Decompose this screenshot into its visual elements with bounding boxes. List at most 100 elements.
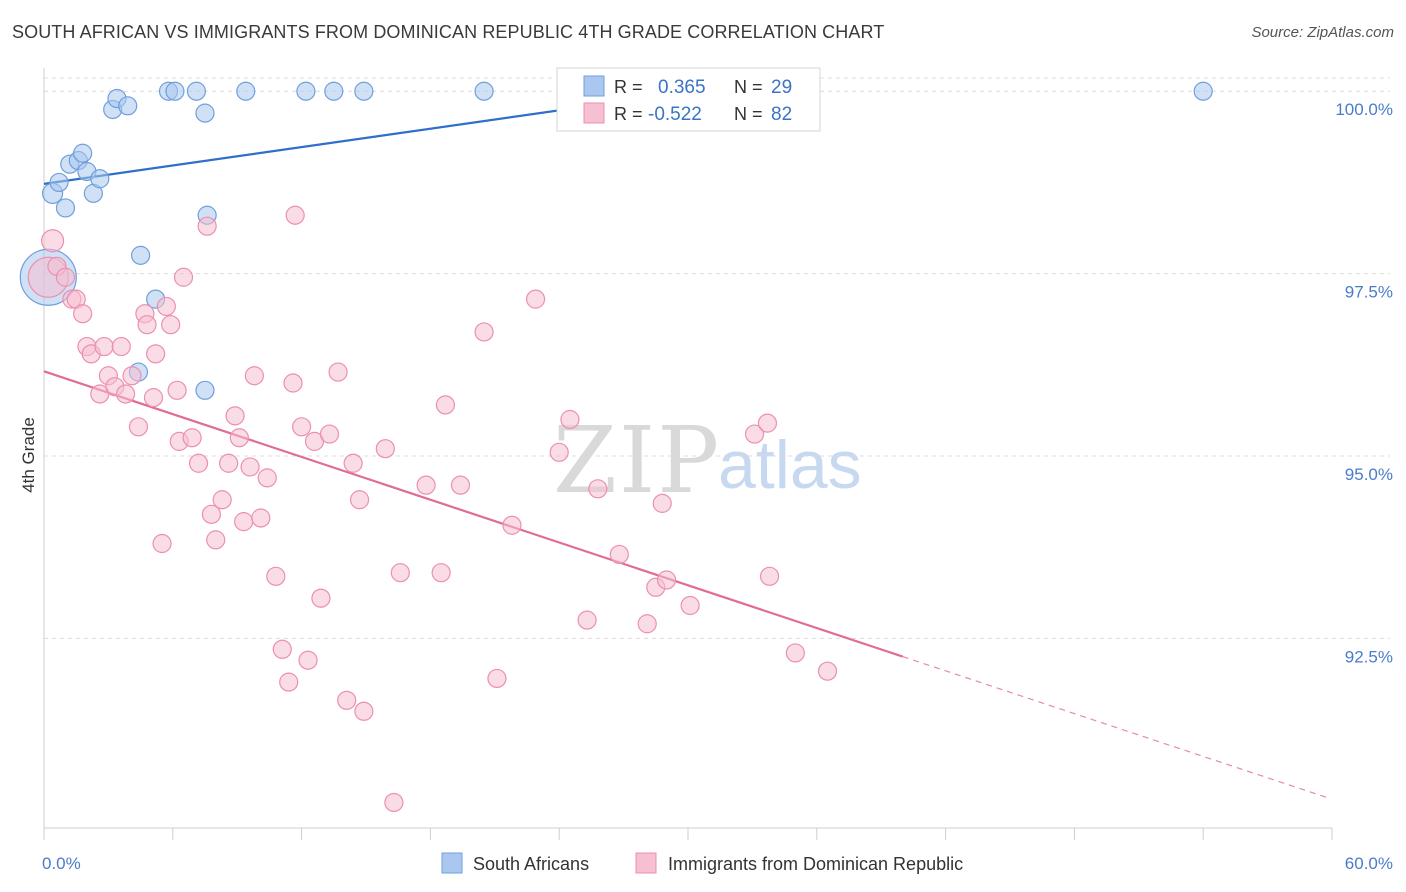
data-point	[111, 336, 131, 357]
data-point	[474, 322, 494, 342]
data-point	[122, 366, 142, 386]
trend-line-extension	[902, 656, 1328, 799]
data-point	[354, 81, 374, 101]
data-point	[49, 172, 69, 193]
data-point	[337, 690, 357, 710]
data-point	[343, 453, 363, 473]
data-points	[19, 81, 1213, 813]
legend-r-value: -0.522	[648, 104, 702, 125]
legend-swatch-south-africans	[583, 75, 605, 97]
data-point	[201, 504, 222, 524]
data-point	[240, 457, 260, 477]
data-point	[219, 453, 239, 473]
data-point	[143, 388, 164, 408]
legend-n-value: 29	[771, 77, 792, 98]
legend-swatch-dominican	[635, 852, 657, 874]
data-point	[652, 493, 672, 513]
data-point	[212, 490, 232, 510]
data-point	[560, 409, 580, 430]
data-point	[577, 610, 597, 630]
y-axis-label: 4th Grade	[19, 417, 38, 493]
data-point	[128, 417, 149, 437]
legend-label-south-africans: South Africans	[473, 854, 589, 874]
data-point	[251, 508, 271, 528]
watermark-zip: ZIP	[553, 407, 721, 514]
legend-n-value: 82	[771, 104, 792, 125]
data-point	[182, 428, 202, 448]
data-point	[279, 672, 299, 692]
data-point	[759, 566, 780, 586]
data-point	[656, 570, 677, 590]
data-point	[311, 588, 331, 608]
data-point	[137, 315, 157, 335]
data-point	[757, 413, 778, 433]
data-point	[637, 614, 657, 634]
y-tick-label: 100.0%	[1335, 100, 1393, 119]
data-point	[165, 81, 185, 101]
series-legend: South Africans Immigrants from Dominican…	[441, 852, 963, 874]
data-point	[266, 566, 286, 586]
data-point	[115, 384, 136, 404]
data-point	[167, 380, 187, 400]
correlation-legend: R = 0.365 N = 29 R = -0.522 N = 82	[556, 67, 821, 132]
data-point	[609, 544, 629, 565]
series-dominican	[27, 205, 838, 813]
data-point	[680, 595, 700, 616]
legend-r-label: R =	[614, 104, 643, 124]
data-point	[73, 143, 93, 163]
data-point	[487, 668, 507, 689]
data-point	[435, 395, 456, 415]
y-tick-label: 97.5%	[1345, 283, 1393, 302]
legend-label-dominican: Immigrants from Dominican Republic	[668, 854, 963, 874]
data-point	[525, 289, 546, 309]
data-point	[502, 515, 522, 535]
legend-n-label: N =	[734, 77, 763, 97]
data-point	[229, 428, 249, 448]
x-axis-tick-labels: 0.0% 60.0%	[42, 854, 1393, 873]
data-point	[206, 530, 226, 550]
data-point	[131, 245, 151, 265]
legend-r-label: R =	[614, 77, 643, 97]
legend-swatch-south-africans	[441, 852, 463, 874]
chart-title: SOUTH AFRICAN VS IMMIGRANTS FROM DOMINIC…	[12, 22, 885, 42]
data-point	[146, 344, 166, 364]
data-point	[236, 81, 256, 101]
legend-n-label: N =	[734, 104, 763, 124]
data-point	[244, 366, 264, 386]
data-point	[416, 475, 436, 495]
y-tick-label: 95.0%	[1345, 465, 1393, 484]
data-point	[375, 439, 395, 459]
data-point	[390, 563, 410, 583]
data-point	[152, 533, 172, 554]
data-point	[298, 650, 318, 670]
data-point	[55, 267, 76, 287]
data-point	[173, 267, 194, 287]
y-tick-label: 92.5%	[1345, 647, 1393, 666]
data-point	[195, 103, 215, 123]
data-point	[384, 792, 404, 813]
data-point	[272, 639, 292, 659]
source-label: Source: ZipAtlas.com	[1251, 24, 1394, 41]
gridlines	[44, 77, 1390, 639]
data-point	[186, 81, 207, 101]
data-point	[349, 490, 370, 510]
data-point	[431, 563, 451, 583]
watermark: ZIP atlas	[553, 407, 862, 514]
data-point	[588, 479, 608, 499]
data-point	[450, 475, 471, 495]
trend-line-dominican	[43, 370, 904, 658]
data-point	[328, 362, 348, 382]
data-point	[225, 406, 245, 426]
x-tick-label-max: 60.0%	[1345, 854, 1393, 873]
data-point	[292, 417, 312, 437]
data-point	[73, 304, 93, 324]
data-point	[156, 296, 176, 317]
data-point	[118, 96, 138, 116]
data-point	[188, 453, 209, 473]
data-point	[785, 643, 805, 663]
data-point	[354, 701, 374, 721]
x-tick-label-min: 0.0%	[42, 854, 81, 873]
data-point	[257, 468, 277, 488]
data-point	[296, 81, 316, 101]
